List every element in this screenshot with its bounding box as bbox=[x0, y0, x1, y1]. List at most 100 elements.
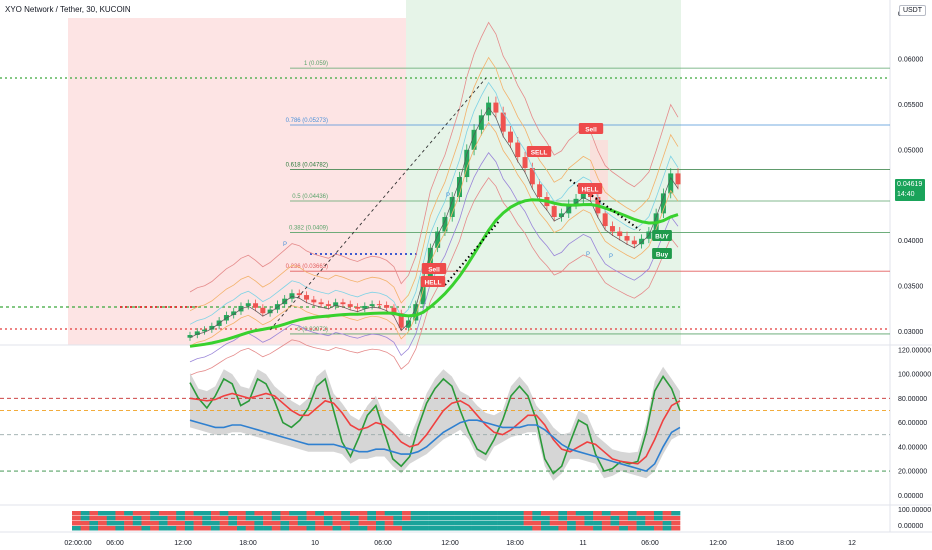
candle-body bbox=[202, 329, 208, 332]
strength-strip-cell bbox=[367, 511, 377, 516]
strength-strip-cell bbox=[523, 511, 533, 516]
strength-strip-cell bbox=[523, 526, 533, 531]
signal-label: HELL bbox=[425, 280, 442, 287]
strength-strip-cell bbox=[228, 521, 238, 526]
strength-strip-cell bbox=[514, 526, 524, 531]
strength-strip-cell bbox=[193, 526, 203, 531]
strength-strip-cell bbox=[410, 516, 420, 521]
time-axis-tick: 18:00 bbox=[776, 540, 794, 547]
strength-strip-cell bbox=[315, 521, 325, 526]
osc-rsi-line bbox=[189, 419, 681, 472]
strength-strip-cell bbox=[480, 516, 490, 521]
strength-strip-cell bbox=[445, 526, 455, 531]
pivot-marker: P bbox=[446, 193, 450, 199]
strength-strip-cell bbox=[523, 516, 533, 521]
strength-strip-cell bbox=[514, 511, 524, 516]
strength-strip-cell bbox=[593, 511, 603, 516]
strength-strip-cell bbox=[245, 526, 255, 531]
strength-strip-cell bbox=[393, 516, 403, 521]
osc-axis-tick: 60.00000 bbox=[898, 420, 927, 427]
strength-strip-cell bbox=[72, 526, 81, 531]
strength-strip-cell bbox=[488, 526, 498, 531]
strength-strip-cell bbox=[436, 521, 446, 526]
strength-strip-cell bbox=[341, 526, 351, 531]
strength-strip-cell bbox=[245, 516, 255, 521]
signal-label: SELL bbox=[531, 150, 548, 157]
strength-strip-cell bbox=[584, 516, 594, 521]
strength-strip-cell bbox=[167, 516, 177, 521]
signal-label: Sell bbox=[428, 267, 440, 274]
strength-strip-cell bbox=[636, 516, 646, 521]
strength-strip-cell bbox=[601, 526, 611, 531]
strength-strip-cell bbox=[141, 526, 151, 531]
osc-axis-tick: 80.00000 bbox=[898, 396, 927, 403]
price-axis-tick: 0.06000 bbox=[898, 57, 923, 64]
strength-strip-cell bbox=[280, 511, 290, 516]
strength-strip-cell bbox=[497, 521, 507, 526]
strength-strip-cell bbox=[506, 521, 516, 526]
strength-strip-cell bbox=[202, 516, 212, 521]
strength-strip-cell bbox=[584, 521, 594, 526]
strength-strip-cell bbox=[141, 516, 151, 521]
candle-body bbox=[668, 173, 674, 194]
strength-strip-cell bbox=[419, 521, 429, 526]
candle-body bbox=[675, 173, 681, 185]
strength-strip-cell bbox=[358, 516, 368, 521]
strength-strip-cell bbox=[289, 521, 299, 526]
candle-body bbox=[304, 295, 310, 300]
strength-strip-cell bbox=[593, 521, 603, 526]
candle-body bbox=[449, 197, 455, 217]
strength-strip-cell bbox=[462, 526, 472, 531]
pivot-marker: P bbox=[586, 252, 590, 258]
strength-strip-cell bbox=[254, 516, 264, 521]
strength-strip-cell bbox=[315, 526, 325, 531]
strength-strip-cell bbox=[584, 511, 594, 516]
strength-strip-cell bbox=[106, 521, 116, 526]
current-price-tag: 0.04619 14:40 bbox=[895, 179, 925, 201]
strength-strip-cell bbox=[402, 526, 412, 531]
strength-strip-cell bbox=[480, 521, 490, 526]
strength-strip-cell bbox=[619, 526, 629, 531]
fib-level-label: 0.5 (0.04436) bbox=[292, 194, 328, 200]
strength-strip-cell bbox=[306, 511, 316, 516]
osc-axis-tick: 100.00000 bbox=[898, 372, 931, 379]
strength-strip-cell bbox=[297, 516, 307, 521]
strength-strip-cell bbox=[367, 516, 377, 521]
upper-band-mid bbox=[189, 56, 679, 312]
strength-strip-cell bbox=[653, 511, 663, 516]
strength-strip-cell bbox=[167, 521, 177, 526]
strength-strip-cell bbox=[228, 526, 238, 531]
strength-strip-cell bbox=[367, 526, 377, 531]
strength-strip-cell bbox=[645, 521, 655, 526]
strength-strip-cell bbox=[132, 516, 142, 521]
strength-strip-cell bbox=[341, 521, 351, 526]
strength-strip-cell bbox=[636, 521, 646, 526]
strength-strip-cell bbox=[627, 516, 637, 521]
strength-strip-cell bbox=[323, 526, 333, 531]
candle-body bbox=[551, 206, 557, 217]
strength-strip-cell bbox=[410, 526, 420, 531]
strength-strip-cell bbox=[193, 511, 203, 516]
currency-badge[interactable]: USDT bbox=[898, 5, 926, 16]
bar-countdown: 14:40 bbox=[897, 191, 915, 198]
strength-strip-cell bbox=[228, 511, 238, 516]
strength-strip-cell bbox=[89, 516, 99, 521]
strength-strip-cell bbox=[341, 511, 351, 516]
candle-body bbox=[413, 304, 419, 321]
strength-strip-cell bbox=[419, 526, 429, 531]
strength-strip-cell bbox=[436, 526, 446, 531]
strength-strip-cell bbox=[410, 511, 420, 516]
strength-strip-cell bbox=[514, 516, 524, 521]
strength-strip-cell bbox=[627, 526, 637, 531]
candle-body bbox=[318, 302, 324, 305]
strength-strip-cell bbox=[254, 526, 264, 531]
strength-strip-cell bbox=[454, 511, 464, 516]
upper-band-outer bbox=[189, 21, 679, 293]
strength-strip-cell bbox=[567, 516, 577, 521]
strength-strip-cell bbox=[297, 511, 307, 516]
strength-strip-cell bbox=[280, 526, 290, 531]
strength-strip-cell bbox=[150, 516, 160, 521]
lower-band-inner bbox=[189, 121, 679, 347]
strength-strip-cell bbox=[471, 511, 481, 516]
